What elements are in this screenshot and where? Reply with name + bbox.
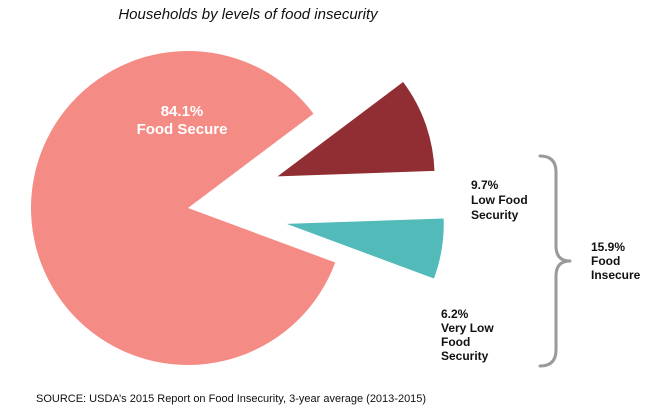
food-insecure-line2: Insecure	[591, 268, 641, 282]
food-insecure-percent: 15.9%	[591, 240, 625, 254]
chart-title: Households by levels of food insecurity	[118, 6, 379, 23]
food-secure-percent-label: 84.1%	[161, 103, 204, 120]
low-food-security-label: 9.7% Low Food Security	[471, 178, 528, 222]
very-low-food-security-line3: Security	[441, 349, 489, 363]
source-note: SOURCE: USDA’s 2015 Report on Food Insec…	[36, 393, 426, 405]
very-low-food-security-percent: 6.2%	[441, 307, 469, 321]
low-food-security-percent: 9.7%	[471, 178, 499, 192]
very-low-food-security-label: 6.2% Very Low Food Security	[441, 307, 494, 363]
pie-slice-very-low-food-security	[286, 218, 444, 279]
pie-slice-food-secure	[31, 50, 336, 365]
pie-slice-low-food-security	[277, 82, 435, 177]
food-insecure-line1: Food	[591, 254, 620, 268]
low-food-security-line2: Security	[471, 208, 519, 222]
very-low-food-security-line2: Food	[441, 335, 470, 349]
food-secure-name-label: Food Secure	[137, 121, 228, 138]
food-insecure-label: 15.9% Food Insecure	[591, 240, 641, 282]
low-food-security-line1: Low Food	[471, 193, 528, 207]
food-insecure-brace	[538, 154, 572, 368]
very-low-food-security-line1: Very Low	[441, 321, 494, 335]
